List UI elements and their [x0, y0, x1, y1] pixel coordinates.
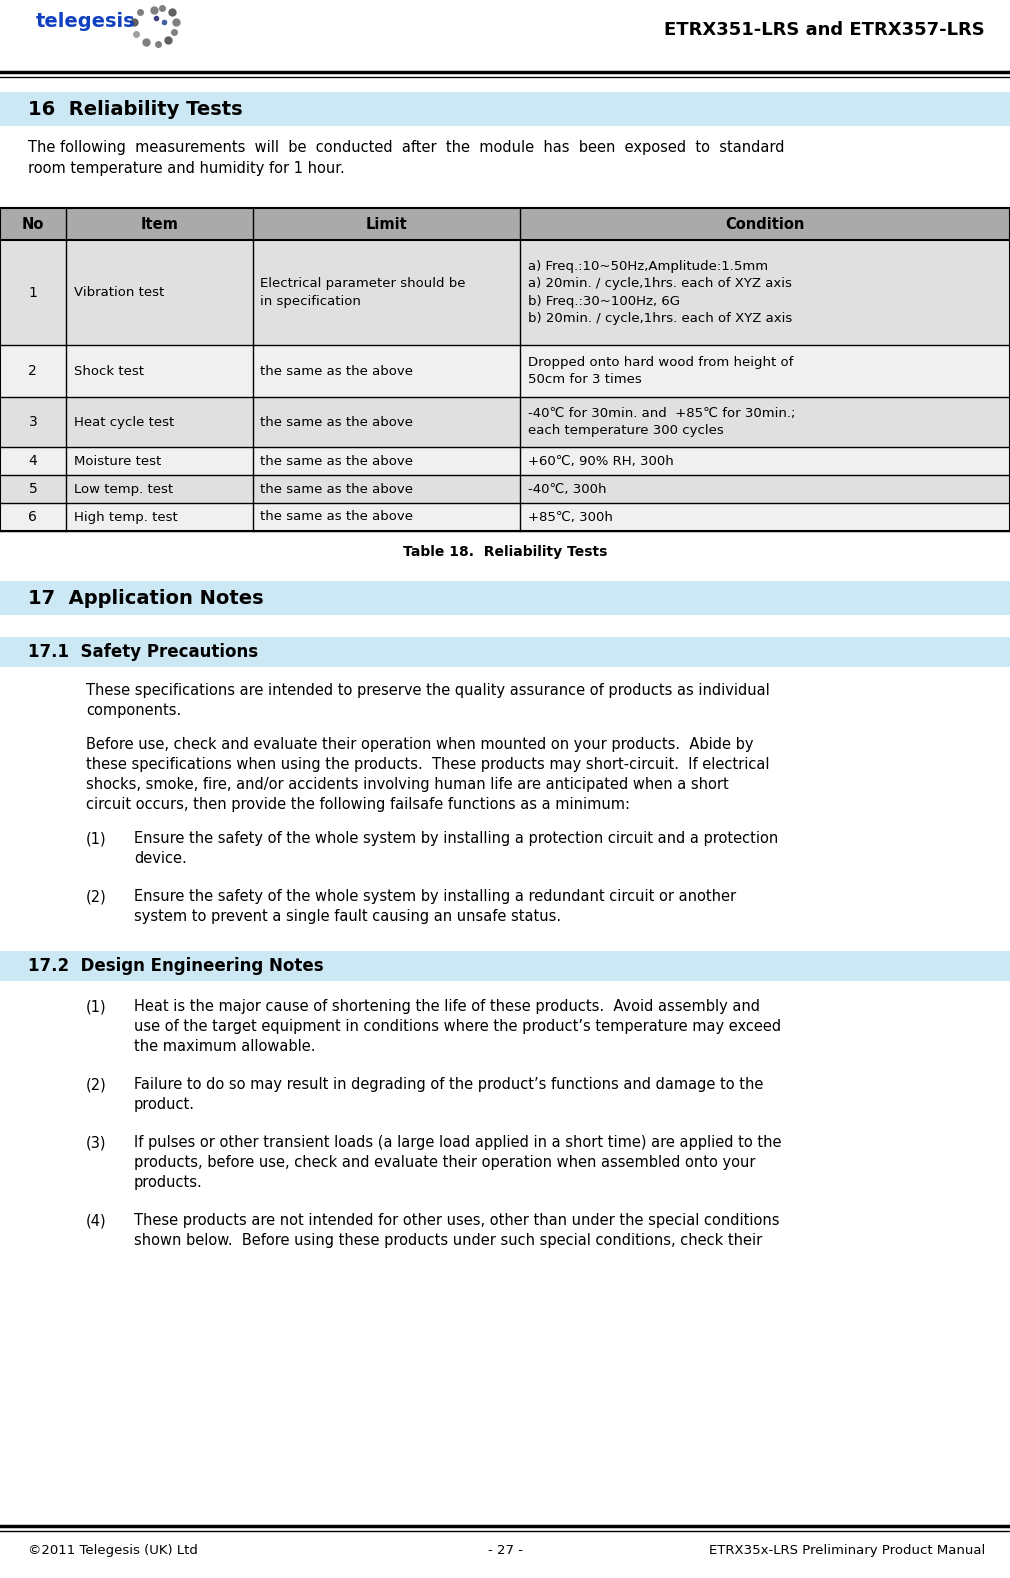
Text: a) Freq.:10~50Hz,Amplitude:1.5mm
a) 20min. / cycle,1hrs. each of XYZ axis
b) Fre: a) Freq.:10~50Hz,Amplitude:1.5mm a) 20mi… — [528, 260, 793, 325]
Text: 16  Reliability Tests: 16 Reliability Tests — [28, 99, 242, 118]
Text: Item: Item — [140, 216, 178, 232]
Text: (2): (2) — [86, 1078, 107, 1092]
Text: components.: components. — [86, 704, 181, 718]
Text: circuit occurs, then provide the following failsafe functions as a minimum:: circuit occurs, then provide the followi… — [86, 797, 630, 813]
Text: Heat is the major cause of shortening the life of these products.  Avoid assembl: Heat is the major cause of shortening th… — [134, 999, 760, 1015]
Text: No: No — [21, 216, 44, 232]
Text: 17  Application Notes: 17 Application Notes — [28, 589, 264, 608]
Bar — [0, 447, 1010, 475]
Text: Table 18.  Reliability Tests: Table 18. Reliability Tests — [403, 544, 607, 559]
Text: product.: product. — [134, 1097, 195, 1112]
Text: (4): (4) — [86, 1213, 107, 1228]
Text: the same as the above: the same as the above — [261, 415, 413, 429]
Text: telegesis: telegesis — [36, 13, 135, 32]
Text: these specifications when using the products.  These products may short-circuit.: these specifications when using the prod… — [86, 757, 770, 772]
Text: Failure to do so may result in degrading of the product’s functions and damage t: Failure to do so may result in degrading… — [134, 1078, 764, 1092]
Bar — [0, 581, 1010, 615]
Bar — [0, 240, 1010, 346]
Text: 2: 2 — [28, 365, 37, 379]
Text: the same as the above: the same as the above — [261, 483, 413, 495]
Text: products, before use, check and evaluate their operation when assembled onto you: products, before use, check and evaluate… — [134, 1155, 755, 1169]
Text: Heat cycle test: Heat cycle test — [74, 415, 174, 429]
Text: -40℃, 300h: -40℃, 300h — [528, 483, 607, 495]
Text: ©2011 Telegesis (UK) Ltd: ©2011 Telegesis (UK) Ltd — [28, 1543, 198, 1557]
Text: ETRX35x-LRS Preliminary Product Manual: ETRX35x-LRS Preliminary Product Manual — [709, 1543, 985, 1557]
Bar — [0, 638, 1010, 667]
Text: (3): (3) — [86, 1135, 106, 1150]
Text: products.: products. — [134, 1176, 203, 1190]
Bar — [0, 398, 1010, 447]
Text: (1): (1) — [86, 999, 107, 1015]
Text: Electrical parameter should be
in specification: Electrical parameter should be in specif… — [261, 278, 466, 308]
Text: 17.2  Design Engineering Notes: 17.2 Design Engineering Notes — [28, 956, 323, 975]
Text: +60℃, 90% RH, 300h: +60℃, 90% RH, 300h — [528, 454, 674, 467]
Text: Limit: Limit — [366, 216, 407, 232]
Bar — [0, 952, 1010, 982]
Text: The following  measurements  will  be  conducted  after  the  module  has  been : The following measurements will be condu… — [28, 140, 785, 177]
Text: Condition: Condition — [725, 216, 805, 232]
Text: 5: 5 — [28, 481, 37, 495]
Text: system to prevent a single fault causing an unsafe status.: system to prevent a single fault causing… — [134, 909, 562, 925]
Bar — [0, 503, 1010, 532]
Text: the maximum allowable.: the maximum allowable. — [134, 1038, 315, 1054]
Text: Moisture test: Moisture test — [74, 454, 161, 467]
Text: shown below.  Before using these products under such special conditions, check t: shown below. Before using these products… — [134, 1232, 763, 1248]
Bar — [0, 92, 1010, 126]
Text: Low temp. test: Low temp. test — [74, 483, 173, 495]
Bar — [0, 208, 1010, 240]
Text: +85℃, 300h: +85℃, 300h — [528, 511, 613, 524]
Text: These specifications are intended to preserve the quality assurance of products : These specifications are intended to pre… — [86, 683, 770, 697]
Text: 4: 4 — [28, 454, 37, 469]
Text: Before use, check and evaluate their operation when mounted on your products.  A: Before use, check and evaluate their ope… — [86, 737, 753, 753]
Text: These products are not intended for other uses, other than under the special con: These products are not intended for othe… — [134, 1213, 780, 1228]
Text: -40℃ for 30min. and  +85℃ for 30min.;
each temperature 300 cycles: -40℃ for 30min. and +85℃ for 30min.; eac… — [528, 407, 796, 437]
Text: shocks, smoke, fire, and/or accidents involving human life are anticipated when : shocks, smoke, fire, and/or accidents in… — [86, 776, 729, 792]
Text: device.: device. — [134, 851, 187, 866]
Text: Ensure the safety of the whole system by installing a redundant circuit or anoth: Ensure the safety of the whole system by… — [134, 888, 736, 904]
Text: High temp. test: High temp. test — [74, 511, 178, 524]
Text: the same as the above: the same as the above — [261, 511, 413, 524]
Text: 6: 6 — [28, 510, 37, 524]
Text: Ensure the safety of the whole system by installing a protection circuit and a p: Ensure the safety of the whole system by… — [134, 832, 779, 846]
Text: 17.1  Safety Precautions: 17.1 Safety Precautions — [28, 642, 259, 661]
Text: 1: 1 — [28, 286, 37, 300]
Text: the same as the above: the same as the above — [261, 365, 413, 377]
Text: Vibration test: Vibration test — [74, 286, 164, 298]
Text: Shock test: Shock test — [74, 365, 143, 377]
Bar — [0, 346, 1010, 398]
Text: the same as the above: the same as the above — [261, 454, 413, 467]
Text: ETRX351-LRS and ETRX357-LRS: ETRX351-LRS and ETRX357-LRS — [665, 21, 985, 39]
Text: (1): (1) — [86, 832, 107, 846]
Text: Dropped onto hard wood from height of
50cm for 3 times: Dropped onto hard wood from height of 50… — [528, 355, 794, 387]
Text: - 27 -: - 27 - — [488, 1543, 522, 1557]
Text: 3: 3 — [28, 415, 37, 429]
Text: (2): (2) — [86, 888, 107, 904]
Text: If pulses or other transient loads (a large load applied in a short time) are ap: If pulses or other transient loads (a la… — [134, 1135, 782, 1150]
Bar — [0, 475, 1010, 503]
Text: use of the target equipment in conditions where the product’s temperature may ex: use of the target equipment in condition… — [134, 1019, 781, 1034]
